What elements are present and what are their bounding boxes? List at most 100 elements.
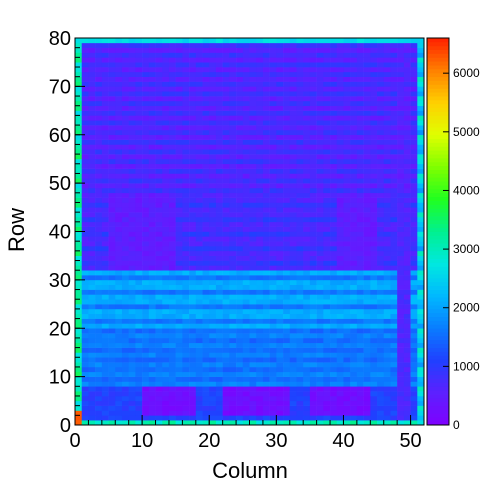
- heatmap-cell: [269, 275, 277, 281]
- heatmap-cell: [162, 395, 170, 402]
- heatmap-cell: [121, 226, 129, 232]
- heatmap-cell: [121, 216, 129, 223]
- heatmap-cell: [377, 120, 385, 126]
- heatmap-cell: [276, 163, 284, 169]
- heatmap-cell: [209, 158, 217, 165]
- heatmap-cell: [343, 241, 351, 247]
- heatmap-cell: [175, 318, 183, 324]
- heatmap-cell: [249, 362, 257, 368]
- heatmap-cell: [363, 366, 371, 373]
- heatmap-cell: [370, 154, 378, 160]
- heatmap-cell: [121, 265, 129, 271]
- heatmap-cell: [269, 76, 277, 82]
- heatmap-cell: [121, 323, 129, 329]
- heatmap-cell: [182, 313, 190, 319]
- heatmap-cell: [410, 221, 418, 227]
- heatmap-cell: [350, 357, 358, 363]
- heatmap-cell: [323, 236, 331, 242]
- heatmap-cell: [403, 366, 411, 373]
- heatmap-cell: [383, 289, 391, 295]
- heatmap-cell: [135, 265, 143, 271]
- heatmap-cell: [115, 333, 123, 339]
- heatmap-cell: [363, 183, 371, 189]
- heatmap-cell: [108, 250, 116, 256]
- heatmap-cell: [215, 299, 223, 305]
- heatmap-cell: [108, 231, 116, 237]
- heatmap-cell: [168, 42, 176, 48]
- heatmap-cell: [189, 76, 197, 82]
- heatmap-cell: [236, 192, 244, 198]
- heatmap-cell: [195, 299, 203, 305]
- heatmap-cell: [242, 187, 250, 194]
- heatmap-cell: [383, 420, 391, 426]
- heatmap-cell: [276, 299, 284, 305]
- heatmap-cell: [81, 241, 89, 247]
- heatmap-cell: [168, 129, 176, 136]
- heatmap-cell: [75, 163, 83, 169]
- heatmap-cell: [182, 289, 190, 295]
- heatmap-cell: [135, 289, 143, 295]
- heatmap-cell: [202, 391, 210, 397]
- heatmap-cell: [276, 134, 284, 140]
- heatmap-cell: [142, 52, 150, 58]
- heatmap-cell: [195, 192, 203, 198]
- heatmap-cell: [175, 158, 183, 165]
- heatmap-cell: [182, 279, 190, 286]
- heatmap-cell: [370, 347, 378, 353]
- colorbar-segment: [427, 417, 449, 422]
- heatmap-cell: [410, 250, 418, 256]
- heatmap-cell: [276, 202, 284, 208]
- heatmap-cell: [390, 284, 398, 290]
- heatmap-cell: [175, 86, 183, 92]
- heatmap-cell: [276, 173, 284, 179]
- heatmap-cell: [95, 313, 103, 319]
- heatmap-cell: [289, 304, 297, 310]
- heatmap-cell: [175, 42, 183, 48]
- heatmap-cell: [262, 62, 270, 68]
- heatmap-cell: [101, 86, 109, 92]
- heatmap-cell: [88, 275, 96, 281]
- heatmap-cell: [370, 100, 378, 107]
- heatmap-cell: [350, 313, 358, 319]
- heatmap-cell: [175, 192, 183, 198]
- heatmap-cell: [289, 352, 297, 358]
- heatmap-cell: [356, 352, 364, 358]
- heatmap-cell: [336, 115, 344, 121]
- heatmap-cell: [296, 187, 304, 194]
- heatmap-cell: [175, 178, 183, 184]
- heatmap-cell: [175, 163, 183, 169]
- heatmap-cell: [417, 265, 425, 271]
- heatmap-cell: [88, 115, 96, 121]
- heatmap-cell: [397, 337, 405, 344]
- heatmap-cell: [262, 270, 270, 276]
- heatmap-cell: [410, 71, 418, 77]
- heatmap-cell: [356, 105, 364, 111]
- heatmap-cell: [222, 71, 230, 77]
- heatmap-cell: [397, 163, 405, 169]
- heatmap-cell: [75, 250, 83, 256]
- heatmap-cell: [195, 221, 203, 227]
- heatmap-cell: [115, 405, 123, 411]
- heatmap-cell: [356, 168, 364, 174]
- heatmap-cell: [383, 62, 391, 68]
- heatmap-cell: [296, 395, 304, 402]
- heatmap-cell: [363, 158, 371, 165]
- heatmap-cell: [142, 173, 150, 179]
- heatmap-cell: [296, 91, 304, 97]
- heatmap-cell: [283, 405, 291, 411]
- heatmap-cell: [242, 216, 250, 223]
- heatmap-cell: [330, 52, 338, 58]
- heatmap-cell: [330, 381, 338, 387]
- heatmap-cell: [209, 255, 217, 261]
- heatmap-cell: [383, 197, 391, 203]
- heatmap-cell: [370, 381, 378, 387]
- heatmap-cell: [115, 207, 123, 213]
- heatmap-cell: [289, 52, 297, 58]
- heatmap-cell: [276, 304, 284, 310]
- heatmap-cell: [323, 386, 331, 392]
- heatmap-cell: [162, 270, 170, 276]
- heatmap-cell: [142, 313, 150, 319]
- heatmap-cell: [410, 81, 418, 87]
- heatmap-cell: [215, 163, 223, 169]
- colorbar-segment: [427, 378, 449, 383]
